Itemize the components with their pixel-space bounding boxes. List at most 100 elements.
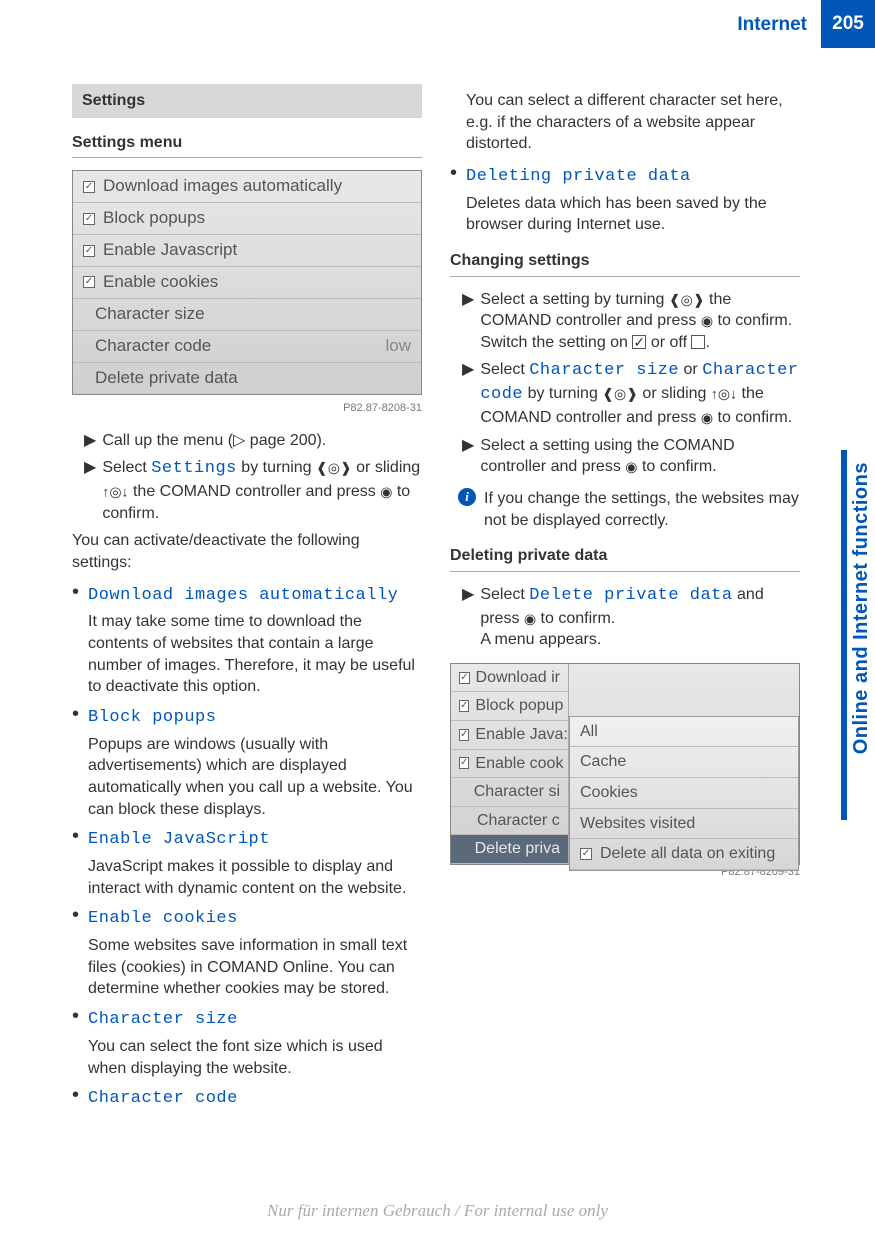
subhead-settings-menu: Settings menu xyxy=(72,132,422,159)
t: to confirm. xyxy=(536,610,615,627)
check-icon: ✓ xyxy=(580,848,592,860)
row-value: low xyxy=(385,335,411,358)
t: by turning xyxy=(523,385,602,402)
ss2-left-row: Character si xyxy=(451,778,568,807)
page-number: 205 xyxy=(821,0,875,48)
setting-desc: It may take some time to download the co… xyxy=(88,611,422,697)
t: the COMAND controller and press xyxy=(129,483,381,500)
row-label: Delete priva xyxy=(475,838,560,860)
screenshot-row: ✓ Download images automatically xyxy=(73,171,421,203)
check-icon: ✓ xyxy=(83,181,95,193)
screenshot-row: Character size xyxy=(73,299,421,331)
check-icon: ✓ xyxy=(83,213,95,225)
step-delete-private-data: ▶ Select Delete private data and press ◉… xyxy=(462,584,800,651)
subhead-changing-settings: Changing settings xyxy=(450,250,800,277)
ss2-right-row: All xyxy=(570,717,798,748)
step-confirm-setting: ▶ Select a setting using the COMAND cont… xyxy=(462,435,800,478)
triangle-icon: ▶ xyxy=(462,435,474,478)
bullet-dot: • xyxy=(72,1008,82,1079)
content-area: Settings Settings menu ✓ Download images … xyxy=(0,48,875,1115)
cmd-delete-private-data: Delete private data xyxy=(529,586,732,605)
row-label: Block popups xyxy=(103,207,205,230)
setting-cmd: Download images automatically xyxy=(88,586,398,605)
row-label: Character si xyxy=(474,781,560,803)
row-label: Enable Java: xyxy=(475,724,568,746)
intro-para: You can activate/deactivate the followin… xyxy=(72,530,422,573)
setting-cmd: Character size xyxy=(88,1010,238,1029)
t: to confirm. xyxy=(713,312,792,329)
ss2-right-row: Cookies xyxy=(570,778,798,809)
slide-icon: ↑◎↓ xyxy=(711,386,737,402)
t: or sliding xyxy=(352,459,420,476)
step-text: Select a setting by turning ❰◎❱ the COMA… xyxy=(480,289,800,354)
check-icon: ✓ xyxy=(459,700,469,712)
slide-icon: ↑◎↓ xyxy=(102,483,128,499)
row-label: Character code xyxy=(95,335,211,358)
info-note: i If you change the settings, the websit… xyxy=(458,488,800,531)
t: Select a setting by turning xyxy=(480,291,669,308)
t: A menu appears. xyxy=(480,631,601,648)
setting-cmd: Block popups xyxy=(88,708,216,727)
item-desc: Deletes data which has been saved by the… xyxy=(466,193,800,236)
screenshot-caption: P82.87-8208-31 xyxy=(72,401,422,416)
check-icon: ✓ xyxy=(459,672,470,684)
footer-watermark: Nur für internen Gebrauch / For internal… xyxy=(0,1200,875,1223)
row-label: Enable cookies xyxy=(103,271,218,294)
cmd-settings: Settings xyxy=(151,459,237,478)
setting-item: • Block popups Popups are windows (usually… xyxy=(72,706,422,820)
step-select-setting: ▶ Select a setting by turning ❰◎❱ the CO… xyxy=(462,289,800,354)
check-icon: ✓ xyxy=(459,729,469,741)
press-icon: ◉ xyxy=(524,610,536,626)
turn-icon: ❰◎❱ xyxy=(316,460,352,476)
setting-cmd: Enable JavaScript xyxy=(88,830,270,849)
cmd-deleting-private-data: Deleting private data xyxy=(466,167,691,186)
right-column: You can select a different character set… xyxy=(450,84,800,1115)
row-label: Enable cook xyxy=(475,753,563,775)
cmd-char-size: Character size xyxy=(529,361,679,380)
subhead-deleting-private-data: Deleting private data xyxy=(450,545,800,572)
t: or sliding xyxy=(638,385,711,402)
t: to confirm. xyxy=(638,458,717,475)
checkbox-on-icon xyxy=(632,335,646,349)
row-label: Download images automatically xyxy=(103,175,342,198)
info-icon: i xyxy=(458,488,476,506)
t: Select xyxy=(480,586,529,603)
ss2-right-row: Cache xyxy=(570,747,798,778)
header-title: Internet xyxy=(737,0,821,48)
settings-screenshot: ✓ Download images automatically ✓ Block pop… xyxy=(72,170,422,395)
ss2-left-row: ✓ Enable Java: xyxy=(451,721,568,750)
press-icon: ◉ xyxy=(701,312,713,328)
turn-icon: ❰◎❱ xyxy=(602,386,638,402)
checkbox-off-icon xyxy=(691,335,705,349)
check-icon: ✓ xyxy=(83,276,95,288)
t: or xyxy=(679,361,702,378)
screenshot-row: Delete private data xyxy=(73,363,421,394)
step-text: Call up the menu (▷ page 200). xyxy=(102,430,422,452)
t: to confirm. xyxy=(713,409,792,426)
t: Select xyxy=(102,459,151,476)
t: . xyxy=(705,334,709,351)
bullet-dot: • xyxy=(72,706,82,820)
triangle-icon: ▶ xyxy=(84,430,96,452)
setting-cmd: Enable cookies xyxy=(88,909,238,928)
step-callup-menu: ▶ Call up the menu (▷ page 200). xyxy=(84,430,422,452)
ss2-right-row: Websites visited xyxy=(570,809,798,840)
page-header: Internet 205 xyxy=(0,0,875,48)
side-tab: Online and Internet functions xyxy=(841,450,875,820)
bullet-dot: • xyxy=(72,1087,82,1111)
bullet-dot: • xyxy=(450,165,460,236)
press-icon: ◉ xyxy=(380,483,392,499)
bullet-dot: • xyxy=(72,828,82,899)
row-label: Download ir xyxy=(476,667,560,689)
setting-item: • Character code xyxy=(72,1087,422,1111)
t: Switch the setting on xyxy=(480,334,632,351)
setting-desc: Popups are windows (usually with adverti… xyxy=(88,734,422,820)
setting-item: • Enable JavaScript JavaScript makes it po… xyxy=(72,828,422,899)
setting-desc: JavaScript makes it possible to display … xyxy=(88,856,422,899)
setting-desc: You can select the font size which is us… xyxy=(88,1036,422,1079)
screenshot-row: ✓ Enable cookies xyxy=(73,267,421,299)
setting-cmd: Character code xyxy=(88,1089,238,1108)
ss2-left-row: Delete priva xyxy=(451,835,568,864)
screenshot-row: Character code low xyxy=(73,331,421,363)
row-label: Character size xyxy=(95,303,205,326)
